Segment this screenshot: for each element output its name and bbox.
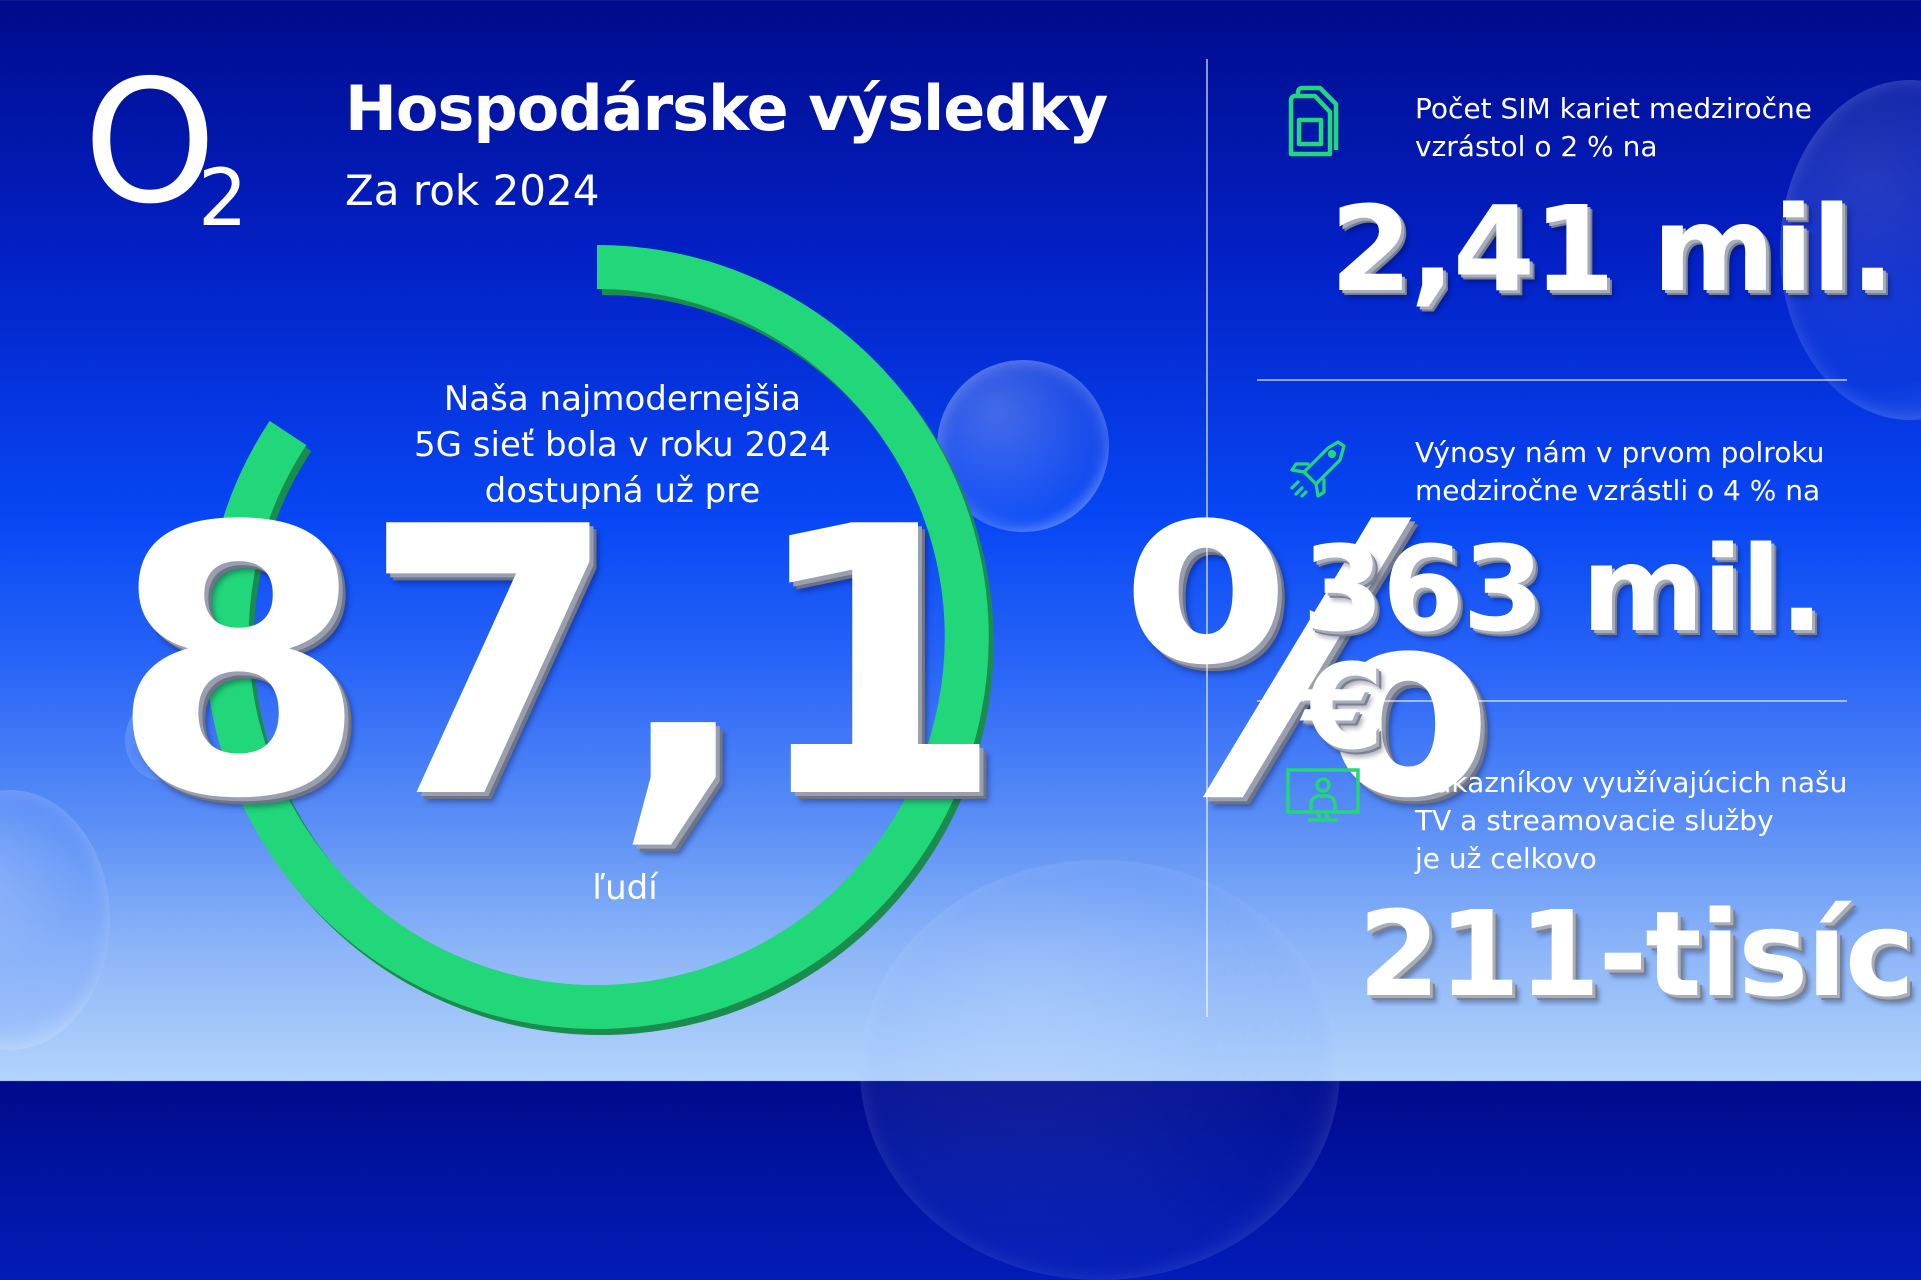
decorative-bubble [125,700,195,780]
sim-card-icon [1288,84,1348,158]
desc-line: je už celkovo [1415,842,1597,875]
desc-line: Výnosy nám v prvom polroku [1415,436,1825,469]
desc-line: medziročne vzrástli o 4 % na [1415,474,1821,507]
vertical-divider [1206,59,1208,1017]
rocket-icon [1286,438,1348,500]
stat-sim-value: 2,41 mil. [1330,180,1895,318]
page-subtitle: Za rok 2024 [345,166,600,215]
desc-line: TV a streamovacie služby [1415,804,1774,837]
page-title: Hospodárske výsledky [345,72,1108,145]
stat-sim-description: Počet SIM kariet medziročne vzrástol o 2… [1415,90,1812,166]
desc-line: Zákazníkov využívajúcich našu [1415,766,1848,799]
stat-tv-description: Zákazníkov využívajúcich našu TV a strea… [1415,764,1847,878]
o2-logo: O [83,58,217,228]
coverage-progress-ring [204,245,994,1035]
decorative-bubble [0,790,110,1050]
stat-revenue-value: 363 mil. € [1302,520,1824,776]
logo-letter: O [83,44,217,242]
unit-label: ľudí [592,868,658,908]
horizontal-divider [1257,379,1847,381]
intro-line: Naša najmodernejšia [443,379,802,419]
intro-line: 5G sieť bola v roku 2024 [414,425,831,465]
horizontal-divider [1257,700,1847,702]
coverage-percentage: 87,1 % [110,450,1492,880]
stat-tv-value: 211-tisíc [1358,885,1915,1023]
desc-line: vzrástol o 2 % na [1415,130,1658,163]
stat-revenue-description: Výnosy nám v prvom polroku medziročne vz… [1415,434,1824,510]
tv-user-icon [1286,768,1360,824]
o2-logo-subscript: 2 [198,154,248,244]
desc-line: Počet SIM kariet medziročne [1415,92,1813,125]
main-stat-intro: Naša najmodernejšia 5G sieť bola v roku … [330,376,915,514]
intro-line: dostupná už pre [484,471,761,511]
